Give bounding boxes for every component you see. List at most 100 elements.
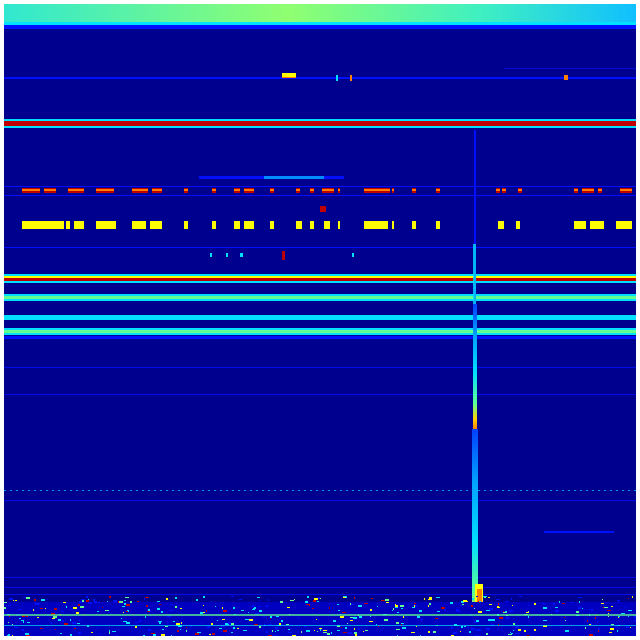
noise-cell bbox=[376, 624, 377, 625]
red-band-edge bbox=[4, 119, 636, 121]
noise-cell bbox=[396, 629, 400, 630]
noise-cell bbox=[70, 619, 71, 621]
dotted-row bbox=[232, 490, 234, 491]
noise-cell bbox=[323, 632, 327, 633]
noise-cell bbox=[181, 622, 182, 624]
noise-cell bbox=[306, 604, 310, 605]
noise-cell bbox=[231, 632, 233, 633]
noise-cell bbox=[266, 631, 268, 633]
noise-cell bbox=[135, 626, 137, 628]
dotted-row bbox=[304, 490, 306, 491]
horizontal-line bbox=[4, 247, 636, 248]
dash-cell bbox=[392, 189, 394, 191]
noise-cell bbox=[264, 624, 266, 625]
faint-row bbox=[264, 176, 324, 179]
noise-cell bbox=[175, 606, 177, 608]
noise-cell bbox=[347, 623, 348, 624]
noise-cell bbox=[478, 601, 479, 602]
noise-cell bbox=[252, 605, 254, 607]
noise-cell bbox=[40, 628, 43, 629]
noise-cell bbox=[109, 596, 111, 598]
noise-cell bbox=[257, 597, 260, 598]
noise-cell bbox=[109, 630, 110, 632]
dotted-row bbox=[334, 490, 336, 491]
noise-cell bbox=[77, 623, 80, 624]
dash-cell bbox=[338, 221, 340, 229]
dash-cell bbox=[324, 221, 330, 229]
dotted-row bbox=[628, 490, 630, 491]
noise-cell bbox=[215, 606, 216, 607]
dash-cell bbox=[338, 189, 340, 191]
dash-cell bbox=[574, 189, 578, 191]
dash-cell bbox=[502, 189, 506, 191]
noise-cell bbox=[221, 626, 224, 627]
noise-cell bbox=[259, 610, 262, 612]
band-edge bbox=[4, 328, 636, 330]
noise-cell bbox=[326, 602, 327, 603]
dash-cell bbox=[270, 221, 274, 229]
noise-cell bbox=[618, 601, 619, 603]
noise-cell bbox=[91, 632, 93, 633]
noise-cell bbox=[231, 596, 234, 597]
noise-cell bbox=[621, 613, 625, 614]
noise-cell bbox=[26, 635, 30, 636]
noise-cell bbox=[489, 608, 493, 610]
noise-cell bbox=[474, 608, 475, 609]
noise-cell bbox=[14, 600, 15, 602]
dotted-row bbox=[370, 490, 372, 491]
noise-cell bbox=[72, 622, 76, 624]
noise-cell bbox=[9, 598, 13, 600]
noise-cell bbox=[177, 630, 179, 632]
dotted-row bbox=[526, 490, 528, 491]
dotted-row bbox=[310, 490, 312, 491]
noise-cell bbox=[259, 626, 261, 628]
noise-cell bbox=[108, 612, 109, 613]
noise-cell bbox=[486, 610, 490, 611]
noise-cell bbox=[486, 633, 488, 635]
noise-cell bbox=[371, 598, 373, 599]
noise-cell bbox=[608, 616, 609, 617]
dotted-row bbox=[610, 490, 612, 491]
noise-cell bbox=[79, 601, 83, 603]
dotted-row bbox=[316, 490, 318, 491]
noise-cell bbox=[159, 604, 161, 605]
noise-cell bbox=[145, 597, 149, 598]
bottom-band bbox=[4, 614, 636, 616]
noise-cell bbox=[82, 600, 84, 602]
dotted-row bbox=[112, 490, 114, 491]
noise-cell bbox=[112, 631, 116, 632]
dotted-row bbox=[88, 490, 90, 491]
noise-cell bbox=[66, 606, 67, 608]
noise-cell bbox=[147, 611, 150, 612]
noise-cell bbox=[411, 632, 415, 633]
dotted-row bbox=[190, 490, 192, 491]
noise-cell bbox=[381, 600, 385, 601]
cell-highlight bbox=[320, 206, 326, 212]
noise-cell bbox=[309, 605, 310, 606]
noise-cell bbox=[93, 599, 95, 601]
horizontal-line bbox=[4, 367, 636, 368]
noise-cell bbox=[377, 606, 378, 607]
noise-cell bbox=[488, 597, 490, 598]
noise-cell bbox=[197, 632, 201, 633]
dash-cell bbox=[96, 221, 116, 229]
noise-cell bbox=[26, 597, 30, 599]
dash-cell bbox=[96, 189, 114, 191]
noise-cell bbox=[472, 598, 474, 600]
noise-cell bbox=[80, 606, 84, 608]
band-edge bbox=[4, 294, 636, 296]
noise-cell bbox=[345, 627, 347, 629]
noise-cell bbox=[239, 599, 242, 600]
dash-cell bbox=[412, 221, 416, 229]
noise-cell bbox=[52, 618, 55, 619]
band-edge bbox=[4, 299, 636, 301]
dotted-row bbox=[184, 490, 186, 491]
noise-cell bbox=[135, 622, 139, 623]
noise-cell bbox=[578, 597, 582, 598]
dash-cell bbox=[518, 189, 522, 191]
noise-cell bbox=[277, 630, 279, 631]
band bbox=[4, 336, 636, 339]
noise-cell bbox=[27, 622, 30, 623]
noise-cell bbox=[463, 600, 467, 602]
noise-cell bbox=[511, 598, 512, 600]
